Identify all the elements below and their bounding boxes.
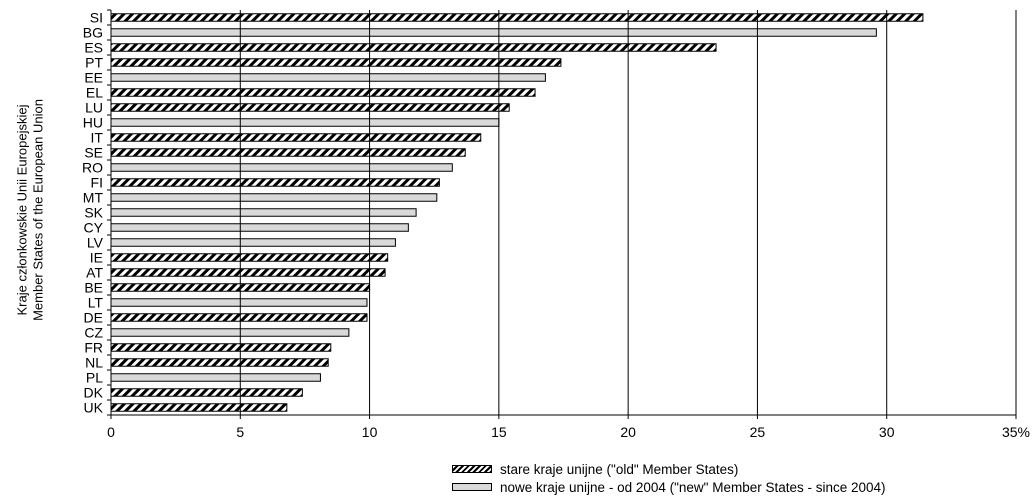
bar-ee [110, 73, 546, 82]
y-tick-label-be: BE [84, 280, 103, 296]
bar-nl [110, 358, 329, 367]
bar-es [110, 43, 717, 52]
bar-fr [110, 343, 332, 352]
x-tick-label: 30 [879, 424, 895, 440]
legend-swatch-new [452, 483, 492, 491]
bar-lt [110, 298, 368, 307]
x-tick-label: 5 [236, 424, 244, 440]
bar-se [110, 148, 466, 157]
bar-dk [110, 388, 303, 397]
y-tick-label-at: AT [86, 265, 103, 281]
bar-lv [110, 238, 396, 247]
bar-pl [110, 373, 321, 382]
bar-uk [110, 403, 288, 412]
bar-sk [110, 208, 417, 217]
y-tick-label-cz: CZ [84, 325, 103, 341]
legend-item-new: nowe kraje unijne - od 2004 ("new" Membe… [452, 478, 886, 496]
bar-si [110, 13, 924, 22]
y-tick-label-uk: UK [84, 400, 104, 416]
bar-ie [110, 253, 389, 262]
y-tick-label-hu: HU [83, 115, 103, 131]
x-tick-label: 35% [1002, 424, 1030, 440]
y-tick-label-ro: RO [82, 160, 103, 176]
y-tick-label-dk: DK [84, 385, 104, 401]
x-tick-label: 20 [620, 424, 636, 440]
bar-at [110, 268, 386, 277]
bar-cy [110, 223, 409, 232]
legend-label-old: stare kraje unijne ("old" Member States) [500, 461, 739, 477]
y-tick-label-mt: MT [83, 190, 104, 206]
x-tick-label: 10 [362, 424, 378, 440]
bar-mt [110, 193, 438, 202]
legend-item-old: stare kraje unijne ("old" Member States) [452, 460, 886, 478]
y-tick-label-nl: NL [85, 355, 103, 371]
x-tick-label: 25 [750, 424, 766, 440]
legend: stare kraje unijne ("old" Member States)… [452, 460, 886, 496]
legend-label-new: nowe kraje unijne - od 2004 ("new" Membe… [500, 479, 886, 495]
legend-swatch-old [452, 465, 492, 473]
x-tick-label: 0 [107, 424, 115, 440]
x-tick-label: 15 [491, 424, 507, 440]
y-tick-label-lu: LU [85, 100, 103, 116]
bar-de [110, 313, 368, 322]
bar-cz [110, 328, 350, 337]
y-tick-label-ie: IE [90, 250, 103, 266]
y-tick-label-sk: SK [84, 205, 103, 221]
y-tick-label-it: IT [91, 130, 104, 146]
y-tick-label-cy: CY [84, 220, 104, 236]
bar-bg [110, 28, 877, 37]
bar-ro [110, 163, 453, 172]
y-tick-label-pl: PL [86, 370, 103, 386]
y-tick-label-se: SE [84, 145, 103, 161]
y-tick-label-si: SI [90, 10, 103, 26]
bar-pt [110, 58, 562, 67]
y-tick-label-el: EL [86, 85, 103, 101]
bar-lu [110, 103, 510, 112]
y-tick-label-bg: BG [83, 25, 103, 41]
y-tick-label-fr: FR [84, 340, 103, 356]
bar-fi [110, 178, 440, 187]
y-tick-label-lv: LV [87, 235, 104, 251]
y-tick-label-de: DE [84, 310, 103, 326]
bar-hu [110, 118, 500, 127]
bar-it [110, 133, 482, 142]
y-tick-label-fi: FI [91, 175, 103, 191]
y-tick-label-es: ES [84, 40, 103, 56]
bar-el [110, 88, 536, 97]
y-tick-label-lt: LT [88, 295, 104, 311]
y-tick-label-ee: EE [84, 70, 103, 86]
y-tick-label-pt: PT [85, 55, 103, 71]
